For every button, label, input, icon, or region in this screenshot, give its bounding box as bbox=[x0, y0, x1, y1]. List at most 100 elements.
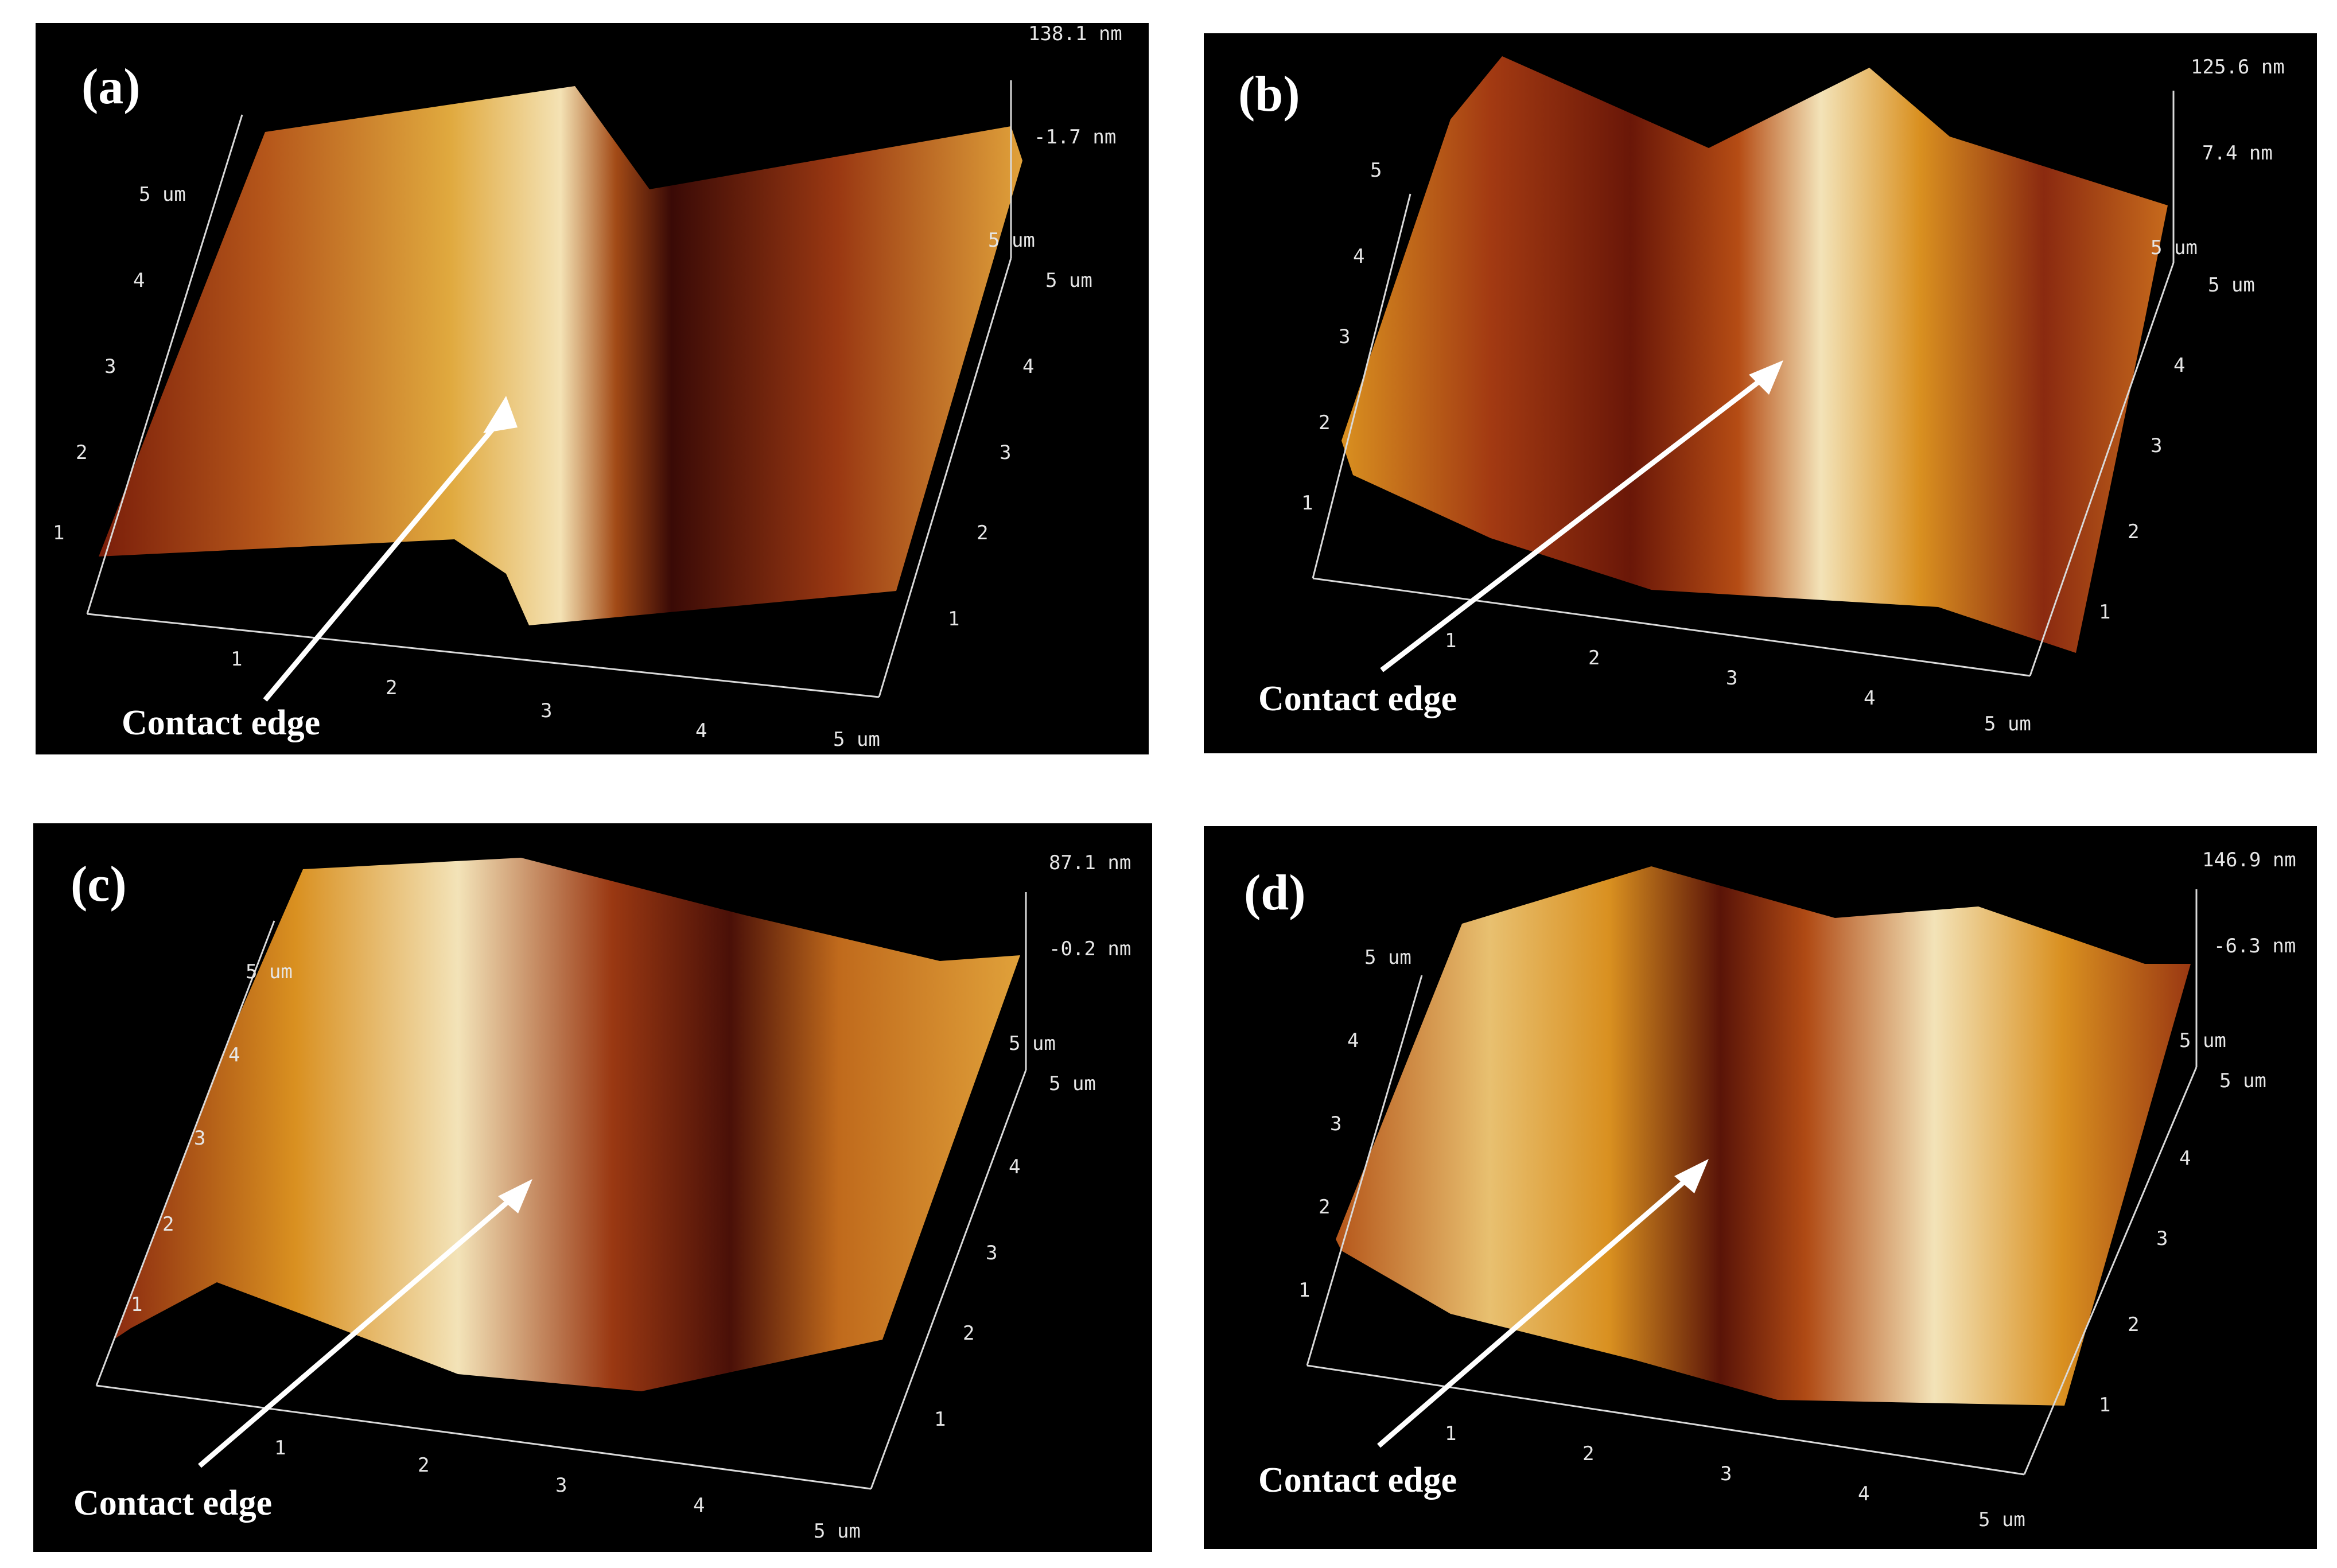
surface-b bbox=[1341, 56, 2168, 653]
x-tick: 3 bbox=[1726, 667, 1737, 690]
x-tick: 5 um bbox=[1984, 713, 2031, 736]
axis-right-a bbox=[878, 258, 1012, 698]
x-tick: 3 bbox=[1720, 1462, 1732, 1485]
z-max-label: 146.9 nm bbox=[2202, 849, 2296, 871]
panel-label-c: (c) bbox=[71, 857, 127, 912]
y-tick: 1 bbox=[934, 1408, 946, 1431]
y-tick: 5 um bbox=[2208, 274, 2255, 297]
panel-label-a: (a) bbox=[81, 59, 141, 115]
y-tick: 4 bbox=[2179, 1147, 2191, 1170]
x-tick: 2 bbox=[1588, 647, 1600, 670]
x-tick: 3 bbox=[540, 699, 552, 722]
y-tick: 4 bbox=[1009, 1155, 1020, 1178]
z-bottom-label: 5 um bbox=[1009, 1032, 1056, 1055]
z-max-label: 138.1 nm bbox=[1028, 23, 1122, 45]
y-tick: 3 bbox=[2156, 1227, 2168, 1250]
x-tick: 4 bbox=[1864, 687, 1875, 710]
left-tick: 4 bbox=[133, 269, 145, 292]
left-tick: 2 bbox=[162, 1213, 174, 1236]
left-tick: 4 bbox=[1347, 1029, 1359, 1052]
afm-plot-c: 1 2 3 4 5 um 1 2 3 4 5 um 1 2 3 4 5 um 8… bbox=[71, 851, 1131, 1543]
y-tick: 3 bbox=[2151, 434, 2162, 457]
left-tick: 1 bbox=[131, 1293, 142, 1316]
arrow-head-c bbox=[498, 1179, 532, 1213]
left-tick: 4 bbox=[228, 1044, 240, 1067]
left-tick: 5 bbox=[1370, 159, 1382, 182]
z-mid-label: 7.4 nm bbox=[2202, 142, 2273, 165]
axis-front-d bbox=[1306, 1364, 2025, 1476]
y-tick: 1 bbox=[2099, 601, 2110, 624]
x-tick: 2 bbox=[386, 676, 397, 699]
afm-panel-c: 1 2 3 4 5 um 1 2 3 4 5 um 1 2 3 4 5 um 8… bbox=[33, 823, 1152, 1552]
x-tick: 5 um bbox=[1978, 1508, 2025, 1531]
left-tick: 5 um bbox=[139, 183, 186, 206]
y-tick: 1 bbox=[948, 608, 959, 631]
x-tick: 1 bbox=[1445, 629, 1456, 652]
arrow-head-b bbox=[1749, 360, 1783, 395]
afm-plot-a: 1 2 3 4 5 um 1 2 3 4 5 um 1 2 3 4 5 um 1… bbox=[53, 23, 1122, 751]
axis-right-b bbox=[2029, 262, 2175, 676]
arrow-shaft-b bbox=[1380, 369, 1774, 672]
x-tick: 4 bbox=[695, 719, 707, 742]
left-tick: 1 bbox=[1301, 492, 1313, 515]
axis-front-b bbox=[1312, 577, 2031, 677]
z-bottom-label: 5 um bbox=[2179, 1029, 2226, 1052]
y-tick: 2 bbox=[2128, 520, 2139, 543]
left-tick: 1 bbox=[53, 522, 64, 544]
panel-label-b: (b) bbox=[1238, 67, 1300, 122]
left-tick: 3 bbox=[1330, 1112, 1341, 1135]
y-tick: 3 bbox=[1000, 441, 1011, 464]
y-tick: 1 bbox=[2099, 1394, 2110, 1417]
z-mid-label: -1.7 nm bbox=[1034, 126, 1116, 149]
x-tick: 5 um bbox=[814, 1520, 861, 1543]
surface-d bbox=[1336, 866, 2191, 1406]
left-tick: 2 bbox=[1319, 411, 1330, 434]
x-tick: 4 bbox=[693, 1494, 705, 1517]
x-tick: 5 um bbox=[833, 728, 880, 751]
x-tick: 1 bbox=[1445, 1422, 1456, 1445]
arrow-head-d bbox=[1674, 1159, 1709, 1193]
z-max-label: 87.1 nm bbox=[1049, 851, 1131, 874]
left-tick: 3 bbox=[1339, 325, 1350, 348]
surface-c bbox=[114, 858, 1020, 1391]
arrow-shaft-d bbox=[1377, 1168, 1699, 1448]
axis-left-c bbox=[95, 920, 275, 1386]
x-tick: 4 bbox=[1858, 1483, 1869, 1505]
y-tick: 5 um bbox=[1045, 269, 1092, 292]
left-tick: 3 bbox=[104, 355, 116, 378]
left-tick: 2 bbox=[1319, 1196, 1330, 1219]
caption-a: Contact edge bbox=[122, 703, 320, 742]
y-tick: 3 bbox=[986, 1242, 997, 1264]
z-mid-label: -0.2 nm bbox=[1049, 937, 1131, 960]
y-tick: 5 um bbox=[2219, 1069, 2266, 1092]
x-tick: 1 bbox=[231, 648, 242, 671]
y-tick: 4 bbox=[2173, 354, 2185, 377]
arrow-head-a bbox=[483, 396, 518, 433]
arrow-shaft-c bbox=[198, 1188, 523, 1468]
afm-panel-d: 1 2 3 4 5 um 1 2 3 4 5 um 1 2 3 4 5 um 1… bbox=[1204, 826, 2317, 1549]
x-tick: 2 bbox=[418, 1454, 429, 1477]
caption-c: Contact edge bbox=[73, 1484, 272, 1523]
x-tick: 3 bbox=[555, 1474, 567, 1497]
left-tick: 2 bbox=[76, 441, 87, 464]
z-bottom-label: 5 um bbox=[2151, 236, 2198, 259]
afm-panel-a: 1 2 3 4 5 um 1 2 3 4 5 um 1 2 3 4 5 um 1… bbox=[36, 23, 1149, 754]
arrow-shaft-a bbox=[263, 411, 508, 702]
axis-left-a bbox=[86, 114, 243, 614]
surface-a bbox=[99, 86, 1022, 625]
axis-front-a bbox=[87, 613, 880, 698]
afm-plot-b: 1 2 3 4 5 um 1 2 3 4 5 um 1 2 3 4 5 125.… bbox=[1238, 56, 2285, 736]
y-tick: 4 bbox=[1022, 355, 1034, 378]
left-tick: 4 bbox=[1353, 245, 1364, 268]
z-bottom-label: 5 um bbox=[988, 229, 1035, 252]
axis-right-d bbox=[2023, 1067, 2198, 1475]
left-tick: 1 bbox=[1298, 1279, 1310, 1302]
y-tick: 2 bbox=[2128, 1313, 2139, 1336]
axis-front-c bbox=[96, 1384, 872, 1490]
x-tick: 1 bbox=[274, 1437, 286, 1460]
afm-plot-d: 1 2 3 4 5 um 1 2 3 4 5 um 1 2 3 4 5 um 1… bbox=[1244, 849, 2296, 1531]
left-tick: 3 bbox=[194, 1127, 205, 1150]
axis-right-c bbox=[870, 1069, 1027, 1489]
axis-left-d bbox=[1306, 975, 1423, 1366]
afm-panel-b: 1 2 3 4 5 um 1 2 3 4 5 um 1 2 3 4 5 125.… bbox=[1204, 33, 2317, 753]
